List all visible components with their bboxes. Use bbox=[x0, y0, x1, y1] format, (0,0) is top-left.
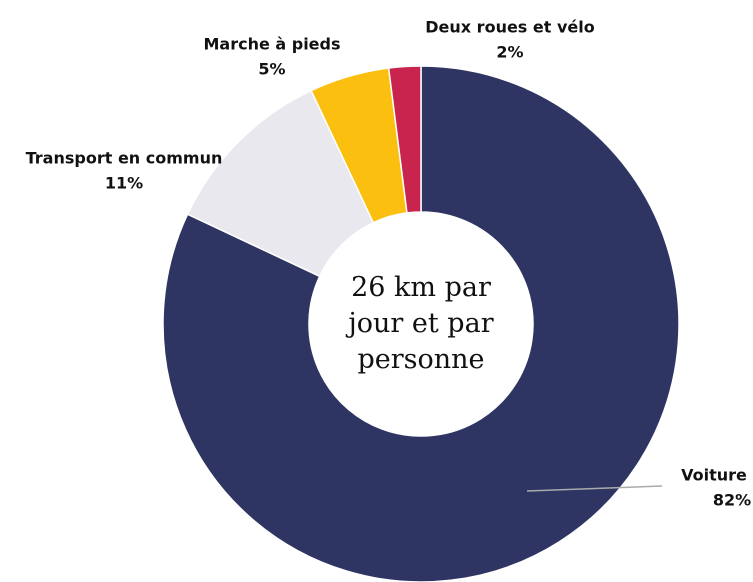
slice-label: Marche à pieds bbox=[203, 35, 340, 54]
slice-label: Transport en commun bbox=[26, 149, 223, 168]
value-label: 2% bbox=[496, 43, 523, 62]
slice bbox=[387, 65, 422, 214]
slice bbox=[186, 89, 375, 278]
value-label: 5% bbox=[258, 60, 285, 79]
slice bbox=[162, 65, 680, 582]
value-label: 11% bbox=[105, 174, 143, 193]
slice-label: Voiture bbox=[681, 466, 747, 485]
value-label: 82% bbox=[713, 491, 751, 510]
center-text: 26 km par jour et par personne bbox=[348, 272, 494, 375]
leader-line bbox=[526, 485, 663, 492]
slice-label: Deux roues et vélo bbox=[425, 18, 594, 37]
